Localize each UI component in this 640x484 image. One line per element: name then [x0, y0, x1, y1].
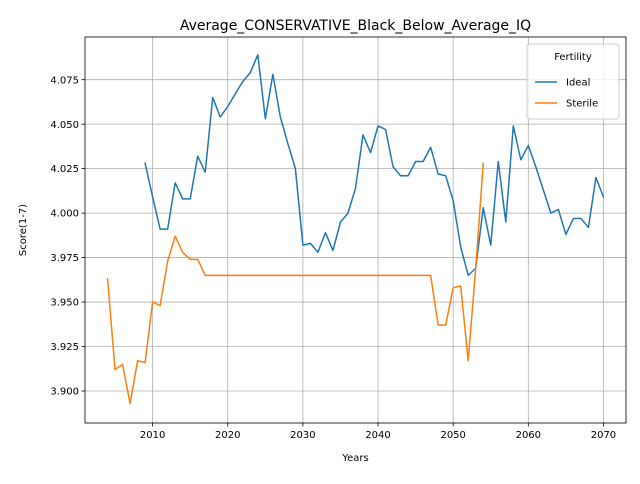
legend-box — [526, 43, 620, 120]
axis-ticks: 2010 2020 2030 2040 2050 2060 2070 3.900 3.925 3.… — [50, 75, 616, 441]
x-tick-label: 2040 — [365, 430, 390, 441]
y-tick-label: 3.975 — [50, 253, 79, 264]
grid-lines — [85, 37, 626, 423]
y-tick-label: 4.025 — [50, 164, 79, 175]
y-tick-label: 3.950 — [50, 298, 79, 309]
series-line-sterile — [106, 162, 485, 405]
x-tick-label: 2020 — [215, 430, 240, 441]
x-axis-label: Years — [341, 453, 368, 464]
plot-area-frame — [84, 36, 627, 424]
series-line-ideal — [144, 54, 605, 277]
legend-title: Fertility — [554, 52, 592, 63]
x-tick-label: 2010 — [140, 430, 165, 441]
legend-entries: Ideal Sterile — [535, 78, 598, 110]
x-tick-label: 2070 — [591, 430, 616, 441]
y-tick-label: 4.075 — [50, 75, 79, 86]
y-tick-label: 4.000 — [50, 209, 79, 220]
x-tick-label: 2060 — [516, 430, 541, 441]
legend-label-ideal: Ideal — [566, 78, 590, 89]
x-tick-label: 2050 — [440, 430, 465, 441]
chart-title: Average_CONSERVATIVE_Black_Below_Average… — [180, 18, 531, 34]
y-tick-label: 3.925 — [50, 342, 79, 353]
legend-label-sterile: Sterile — [566, 99, 598, 110]
series-lines — [106, 54, 605, 405]
x-tick-label: 2030 — [290, 430, 315, 441]
y-tick-label: 3.900 — [50, 387, 79, 398]
legend: Fertility Ideal Sterile — [526, 43, 620, 120]
y-tick-label: 4.050 — [50, 120, 79, 131]
y-axis-label: Score(1-7) — [18, 204, 29, 256]
